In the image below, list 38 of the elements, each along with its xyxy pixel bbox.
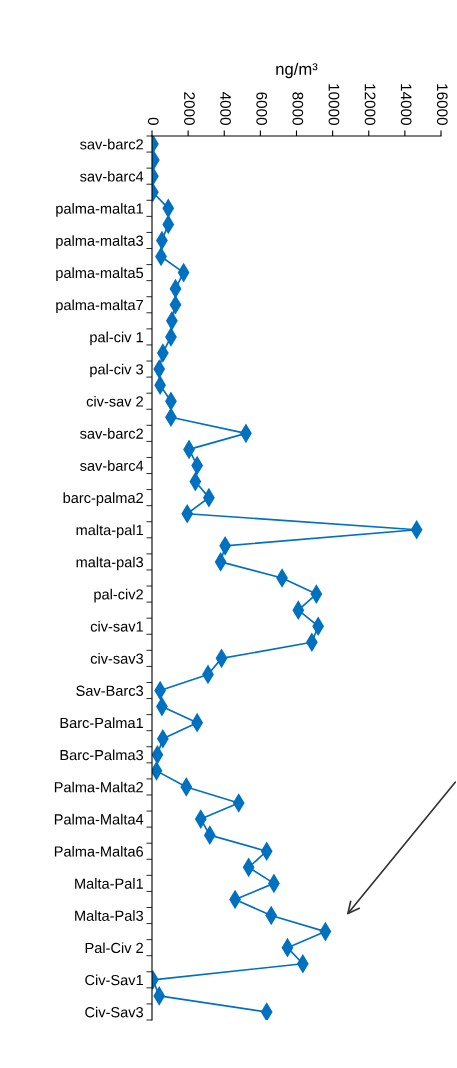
y-tick-label: Civ-Sav3 xyxy=(85,1006,144,1018)
y-tick-label: pal-civ 1 xyxy=(90,331,143,346)
x-tick-label: 4000 xyxy=(220,91,231,125)
y-tick-label: malta-pal3 xyxy=(76,556,144,571)
y-tick-label: palma-malta1 xyxy=(56,203,143,217)
y-tick-label: civ-sav3 xyxy=(90,653,144,664)
y-tick-label: palma-malta3 xyxy=(56,235,144,249)
x-axis-title: ng/m³ xyxy=(276,62,318,79)
x-tick-label: 10000 xyxy=(328,84,340,125)
x-tick-label: 0 xyxy=(147,117,159,125)
x-tick-label: 6000 xyxy=(256,92,268,125)
y-tick-label: Sav-Barc3 xyxy=(76,685,144,696)
y-tick-label: palma-malta7 xyxy=(56,299,143,314)
x-tick-label: 14000 xyxy=(400,84,412,125)
y-tick-label: civ-sav 2 xyxy=(86,395,143,407)
y-tick-label: Palma-Malta6 xyxy=(54,845,144,857)
y-tick-label: civ-sav1 xyxy=(90,620,143,632)
x-tick-label: 12000 xyxy=(364,84,376,125)
y-tick-label: Pal-Civ 2 xyxy=(85,942,143,954)
y-tick-label: Palma-Malta2 xyxy=(54,781,143,793)
y-tick-label: sav-barc4 xyxy=(80,460,144,471)
y-tick-label: sav-barc2 xyxy=(80,428,143,439)
y-tick-label: Palma-Malta4 xyxy=(54,813,144,825)
y-tick-label: Barc-Palma1 xyxy=(60,717,143,729)
x-tick-label: 2000 xyxy=(184,92,195,125)
y-tick-label: Civ-Sav1 xyxy=(85,974,143,986)
y-tick-label: Barc-Palma3 xyxy=(60,749,144,761)
y-tick-label: Malta-Pal3 xyxy=(75,910,144,921)
y-tick-label: malta-pal1 xyxy=(76,524,143,539)
x-tick-label: 8000 xyxy=(292,92,304,125)
x-tick-label: 16000 xyxy=(436,84,448,125)
y-tick-label: Malta-Pal1 xyxy=(75,878,143,889)
y-tick-label: palma-malta5 xyxy=(56,267,144,281)
y-tick-label: sav-barc2 xyxy=(80,138,143,150)
y-tick-label: sav-barc4 xyxy=(80,170,144,182)
y-tick-label: pal-civ2 xyxy=(94,588,143,603)
y-tick-label: barc-palma2 xyxy=(63,492,143,506)
y-tick-label: pal-civ 3 xyxy=(90,363,144,378)
